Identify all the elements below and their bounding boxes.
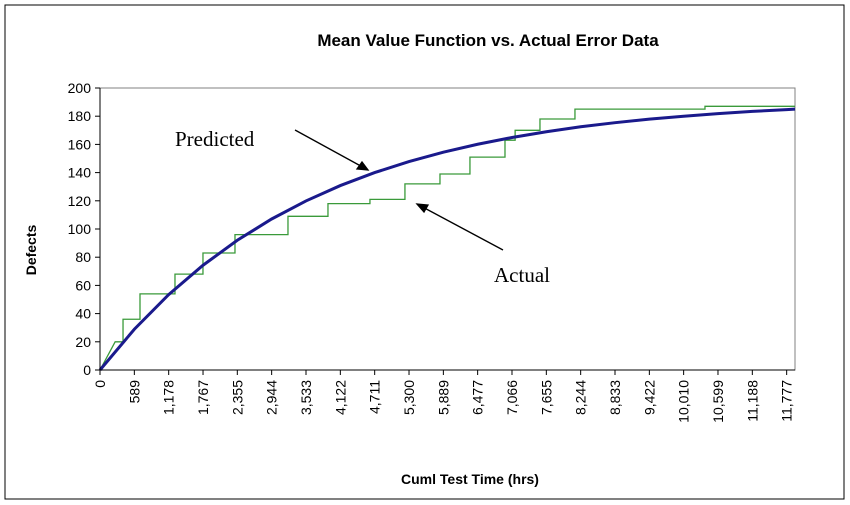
x-tick-label: 11,188	[744, 380, 760, 422]
x-tick-label: 5,889	[435, 380, 451, 415]
arrow	[294, 129, 369, 171]
y-tick-label: 180	[68, 108, 92, 124]
x-tick-label: 4,122	[332, 380, 348, 415]
x-tick-label: 0	[92, 380, 108, 388]
arrow-head	[355, 160, 370, 171]
y-axis-label: Defects	[23, 225, 39, 276]
y-tick-label: 80	[75, 249, 91, 265]
x-tick-label: 10,010	[676, 380, 692, 423]
y-tick-label: 60	[75, 277, 91, 293]
x-tick-label: 6,477	[470, 380, 486, 415]
annotation: Predicted	[175, 127, 255, 151]
plot-area	[99, 87, 796, 371]
x-tick-label: 9,422	[641, 380, 657, 415]
x-axis-label: Cuml Test Time (hrs)	[401, 471, 539, 487]
y-tick-label: 120	[68, 193, 92, 209]
x-tick-label: 8,244	[573, 380, 589, 415]
x-tick-label: 2,944	[264, 380, 280, 415]
arrow-head	[415, 203, 430, 214]
x-tick-label: 5,300	[401, 380, 417, 415]
x-tick-label: 2,355	[229, 380, 245, 415]
x-tick-label: 10,599	[710, 380, 726, 423]
x-tick-label: 7,066	[504, 380, 520, 415]
y-tick-label: 160	[68, 136, 92, 152]
chart-title: Mean Value Function vs. Actual Error Dat…	[317, 31, 659, 50]
y-tick-label: 20	[75, 334, 91, 350]
annotation-arrows	[294, 129, 504, 251]
annotation: Actual	[494, 263, 550, 287]
x-tick-label: 7,655	[538, 380, 554, 415]
x-tick-label: 589	[126, 380, 142, 404]
y-tick-label: 0	[83, 362, 91, 378]
x-tick-label: 8,833	[607, 380, 623, 415]
y-tick-label: 100	[68, 221, 92, 237]
x-tick-label: 1,178	[161, 380, 177, 415]
series-line	[99, 105, 795, 371]
x-tick-label: 11,777	[779, 380, 795, 422]
y-tick-label: 40	[75, 306, 91, 322]
x-tick-label: 3,533	[298, 380, 314, 415]
arrow	[416, 203, 504, 251]
y-tick-label: 200	[68, 80, 92, 96]
x-tick-label: 1,767	[195, 380, 211, 415]
series-line	[98, 107, 796, 371]
y-tick-label: 140	[68, 165, 92, 181]
x-tick-label: 4,711	[367, 380, 383, 414]
